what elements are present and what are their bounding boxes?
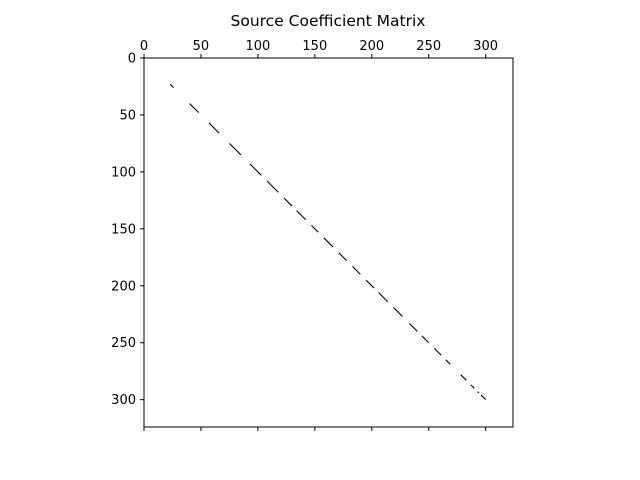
diagonal-marks bbox=[169, 83, 487, 401]
x-tick-label: 250 bbox=[416, 39, 441, 54]
diagonal-segment bbox=[445, 359, 451, 365]
diagonal-segment bbox=[229, 143, 242, 156]
x-tick-label: 300 bbox=[473, 39, 498, 54]
diagonal-segment bbox=[189, 103, 200, 114]
diagonal-segment bbox=[208, 122, 220, 134]
diagonal-segment bbox=[408, 322, 418, 332]
diagonal-segment bbox=[460, 374, 467, 381]
diagonal-segment bbox=[296, 210, 307, 221]
diagonal-segment bbox=[323, 237, 334, 248]
x-ticks-bottom bbox=[143, 427, 487, 431]
y-tick-label: 50 bbox=[119, 108, 136, 123]
y-tick-label: 300 bbox=[111, 393, 136, 408]
y-tick-label: 100 bbox=[111, 165, 136, 180]
diagonal-segment bbox=[470, 384, 475, 389]
diagonal-segment bbox=[352, 266, 361, 275]
diagonal-segment bbox=[378, 292, 389, 303]
y-tick-label: 0 bbox=[128, 52, 136, 67]
diagonal-segment bbox=[311, 225, 319, 233]
x-tick-label: 200 bbox=[359, 39, 384, 54]
diagonal-segment bbox=[480, 394, 487, 401]
diagonal-segment bbox=[434, 348, 442, 356]
x-tick-label: 150 bbox=[302, 39, 327, 54]
y-tick-label: 250 bbox=[111, 336, 136, 351]
plot-frame bbox=[143, 57, 514, 428]
diagonal-segment bbox=[266, 180, 279, 193]
diagonal-segment bbox=[477, 391, 480, 394]
diagonal-segment bbox=[421, 335, 430, 344]
x-tick-label: 0 bbox=[140, 39, 148, 54]
diagonal-segment bbox=[169, 83, 175, 89]
x-ticks-top: 0 50 100 150 200 250 300 bbox=[140, 39, 498, 58]
diagonal-segment bbox=[283, 197, 293, 207]
diagonal-segment bbox=[249, 163, 262, 176]
y-tick-label: 200 bbox=[111, 279, 136, 294]
diagonal-segment bbox=[338, 252, 348, 262]
diagonal-segment bbox=[393, 307, 403, 317]
x-tick-label: 50 bbox=[193, 39, 210, 54]
y-tick-label: 150 bbox=[111, 222, 136, 237]
chart-title: Source Coefficient Matrix bbox=[231, 12, 426, 30]
x-tick-label: 100 bbox=[245, 39, 270, 54]
diagonal-segment bbox=[365, 279, 375, 289]
y-ticks: 0 50 100 150 200 250 300 bbox=[111, 52, 144, 408]
